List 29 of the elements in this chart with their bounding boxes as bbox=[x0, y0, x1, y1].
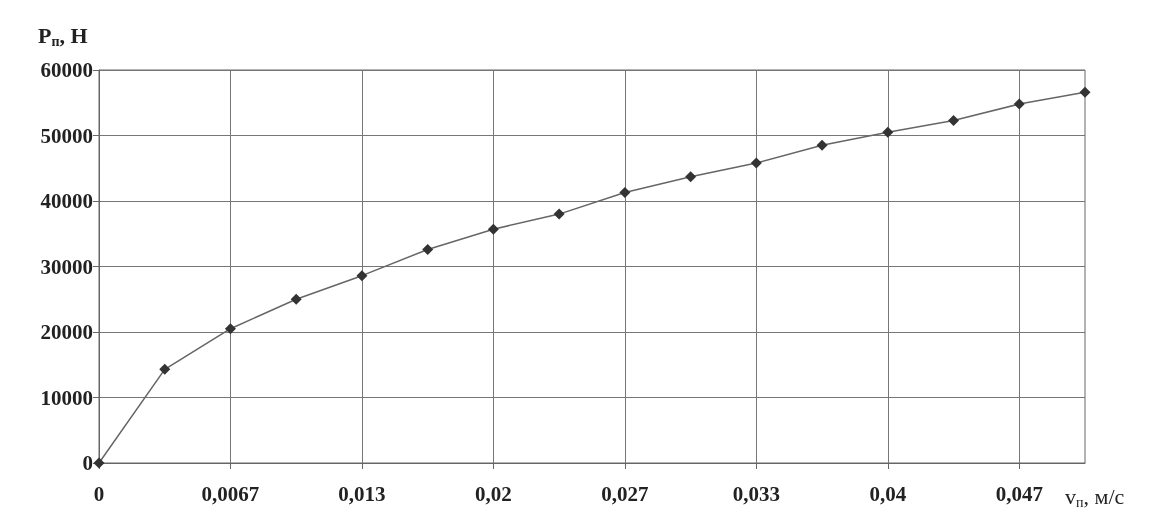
point bbox=[356, 270, 368, 282]
x-tick-label: 0,047 bbox=[995, 481, 1043, 506]
x-tick-label: 0,04 bbox=[869, 481, 907, 506]
point bbox=[422, 243, 434, 255]
point bbox=[1013, 98, 1025, 110]
x-tick-label: 0,02 bbox=[475, 481, 512, 506]
y-tick-label: 10000 bbox=[40, 385, 93, 410]
x-tick-label: 0,027 bbox=[601, 481, 649, 506]
point bbox=[290, 293, 302, 305]
point bbox=[948, 114, 960, 126]
point bbox=[1079, 86, 1091, 98]
y-tick-label: 60000 bbox=[40, 58, 93, 82]
y-tick-label: 0 bbox=[82, 451, 93, 475]
x-tick-label: 0,033 bbox=[732, 481, 780, 506]
x-tick-label: 0,0067 bbox=[201, 481, 260, 506]
point bbox=[487, 223, 499, 235]
point bbox=[750, 157, 762, 169]
y-tick-label: 40000 bbox=[40, 189, 93, 213]
point bbox=[224, 323, 236, 335]
point bbox=[685, 171, 697, 183]
point bbox=[159, 363, 171, 375]
y-tick-label: 30000 bbox=[40, 254, 93, 279]
point bbox=[816, 139, 828, 151]
y-tick-label: 50000 bbox=[40, 123, 93, 148]
y-tick-label: 20000 bbox=[40, 320, 93, 344]
x-tick-label: 0,013 bbox=[338, 481, 386, 506]
point bbox=[553, 208, 565, 220]
point bbox=[882, 126, 894, 138]
point bbox=[619, 186, 631, 198]
